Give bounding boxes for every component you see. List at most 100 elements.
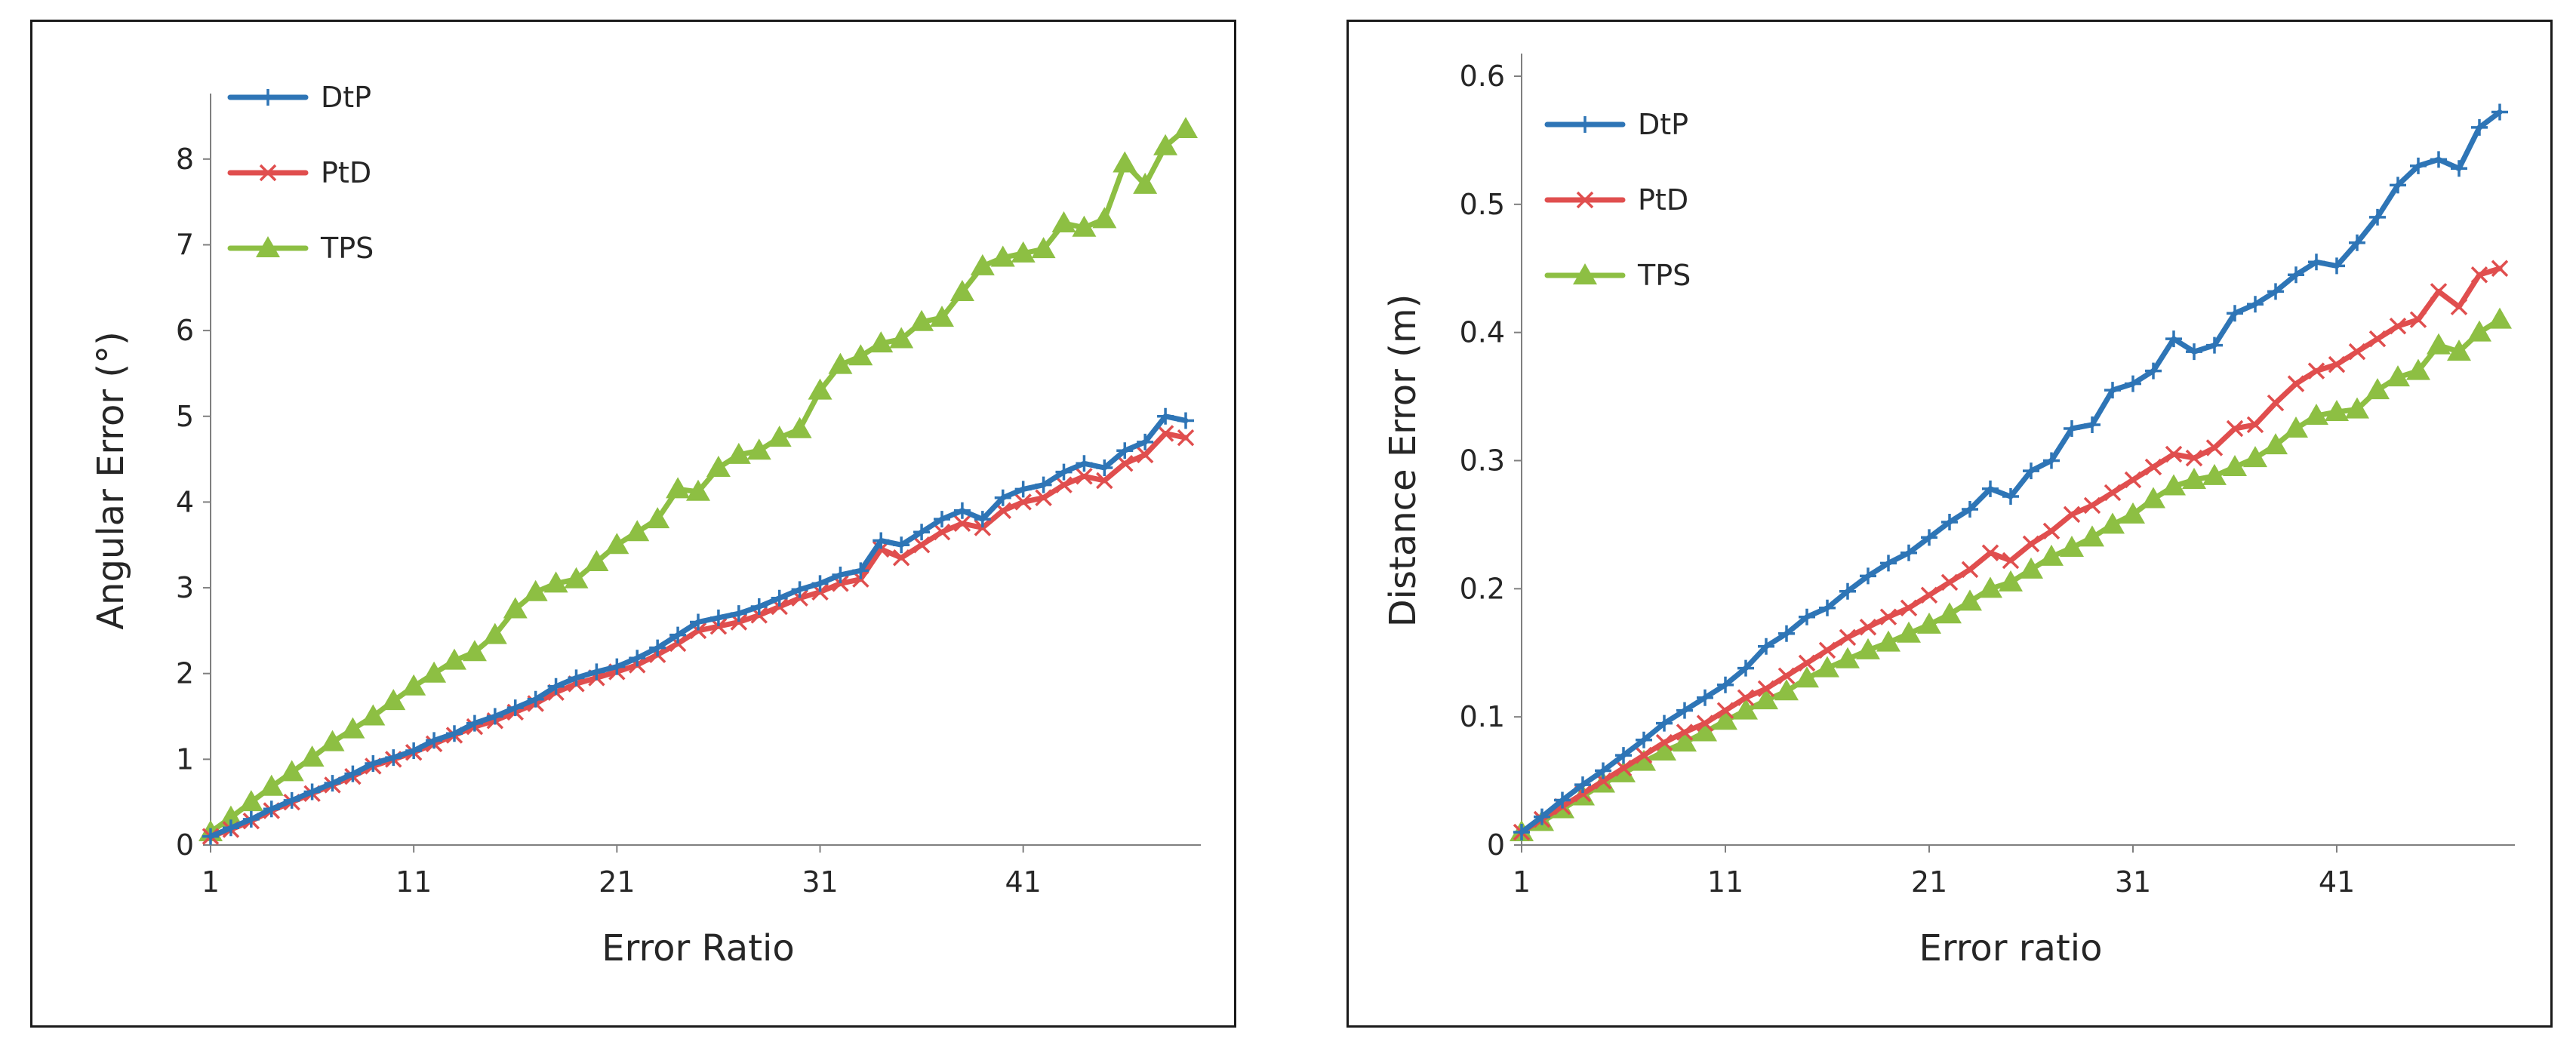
tps-point bbox=[1917, 612, 1941, 634]
tps-point bbox=[564, 567, 589, 588]
dtp-point bbox=[1799, 608, 1815, 625]
ptd-point bbox=[1076, 468, 1093, 485]
ptd-point bbox=[1614, 759, 1633, 777]
ptd-point bbox=[1737, 689, 1755, 706]
x-axis-title: Error ratio bbox=[1919, 927, 2103, 969]
tps-point bbox=[2039, 544, 2064, 566]
dtp-point bbox=[750, 598, 768, 616]
tps-point bbox=[2467, 320, 2491, 342]
tps-point bbox=[2427, 333, 2451, 355]
dtp-point bbox=[344, 765, 362, 782]
tps-point bbox=[808, 378, 833, 400]
dtp-point bbox=[1758, 638, 1774, 655]
y-tick-label: 0.4 bbox=[1460, 316, 1505, 349]
dtp-point bbox=[1055, 463, 1073, 481]
tps-point bbox=[1836, 647, 1860, 668]
ptd-point bbox=[1177, 429, 1195, 447]
dtp-point bbox=[811, 575, 829, 592]
ptd-point bbox=[2348, 343, 2366, 361]
y-tick-label: 0 bbox=[1487, 828, 1505, 862]
ptd-point bbox=[2450, 298, 2468, 315]
tps-point bbox=[949, 279, 974, 301]
dtp-point bbox=[1941, 514, 1958, 531]
tps-point bbox=[422, 661, 447, 683]
legend-marker-dtp bbox=[260, 89, 276, 106]
tps-point bbox=[1072, 215, 1097, 237]
dtp-point bbox=[1656, 714, 1673, 732]
dtp-point bbox=[1096, 459, 1113, 476]
y-tick-label: 6 bbox=[176, 314, 194, 347]
dtp-point bbox=[1839, 582, 1856, 600]
series-tps bbox=[199, 117, 1198, 841]
dtp-point bbox=[832, 567, 849, 584]
dtp-point bbox=[994, 489, 1011, 506]
legend: DtP PtD TPS bbox=[1544, 108, 1691, 292]
dtp-point bbox=[1177, 412, 1194, 429]
legend-marker-ptd bbox=[259, 164, 277, 182]
tps-point bbox=[442, 648, 466, 670]
ptd-point bbox=[1777, 667, 1796, 685]
dtp-point bbox=[365, 755, 382, 773]
ptd-point bbox=[2389, 317, 2407, 335]
tps-point bbox=[2325, 399, 2349, 421]
ptd-point bbox=[2267, 394, 2285, 412]
dtp-point bbox=[446, 725, 463, 742]
dtp-point bbox=[568, 669, 585, 687]
tps-point bbox=[848, 344, 873, 366]
ptd-point bbox=[1014, 493, 1032, 511]
tps-point bbox=[2386, 365, 2410, 387]
x-tick-label: 31 bbox=[2115, 865, 2151, 899]
dtp-point bbox=[1982, 480, 1999, 497]
y-tick-label: 1 bbox=[176, 742, 194, 776]
tps-point bbox=[1031, 237, 1056, 259]
tps-point bbox=[1632, 749, 1656, 771]
tps-point bbox=[2019, 557, 2043, 579]
series-ptd bbox=[1513, 260, 2509, 841]
series-dtp bbox=[1513, 103, 2508, 841]
tps-point bbox=[2202, 463, 2227, 485]
tps-point bbox=[2121, 502, 2145, 524]
ptd-point bbox=[1920, 586, 1938, 604]
dtp-point bbox=[1697, 689, 1713, 706]
tps-point bbox=[1876, 630, 1900, 652]
tps-point bbox=[402, 674, 426, 696]
y-tick-label: 2 bbox=[176, 657, 194, 690]
y-axis-title: Distance Error (m) bbox=[1382, 294, 1424, 628]
y-tick-label: 0.2 bbox=[1460, 572, 1505, 605]
dtp-point bbox=[1880, 555, 1897, 572]
tps-point bbox=[645, 507, 670, 529]
legend-label-tps: TPS bbox=[1637, 259, 1691, 292]
x-tick-label: 31 bbox=[802, 865, 838, 899]
tps-point bbox=[889, 327, 914, 349]
dtp-point bbox=[303, 783, 321, 800]
dtp-point bbox=[242, 810, 260, 828]
y-axis-title: Angular Error (°) bbox=[90, 331, 132, 630]
tps-point bbox=[340, 717, 365, 739]
dtp-point bbox=[2247, 296, 2264, 313]
y-tick-label: 0.3 bbox=[1460, 444, 1505, 478]
dtp-point bbox=[649, 639, 666, 656]
tps-point bbox=[746, 438, 771, 460]
ptd-point bbox=[2124, 471, 2142, 489]
legend-marker-ptd bbox=[1576, 191, 1594, 209]
tps-point bbox=[2447, 340, 2471, 361]
tps-point bbox=[320, 730, 345, 751]
ptd-point bbox=[1798, 654, 1816, 672]
dtp-point bbox=[2410, 157, 2427, 174]
ptd-point bbox=[1757, 680, 1775, 698]
dtp-point bbox=[852, 562, 869, 579]
dtp-point bbox=[608, 658, 626, 675]
x-tick-label: 21 bbox=[599, 865, 635, 899]
legend-marker-tps bbox=[1573, 263, 1597, 284]
ptd-point bbox=[1116, 455, 1134, 472]
dtp-point bbox=[974, 511, 991, 528]
tps-point bbox=[1051, 211, 1076, 233]
x-tick-label: 41 bbox=[1005, 865, 1041, 899]
y-tick-label: 8 bbox=[176, 143, 194, 176]
dtp-point bbox=[629, 650, 646, 667]
tps-point bbox=[1011, 241, 1036, 263]
tps-point bbox=[2284, 416, 2308, 438]
ptd-point bbox=[2287, 375, 2305, 392]
y-tick-label: 7 bbox=[176, 228, 194, 261]
